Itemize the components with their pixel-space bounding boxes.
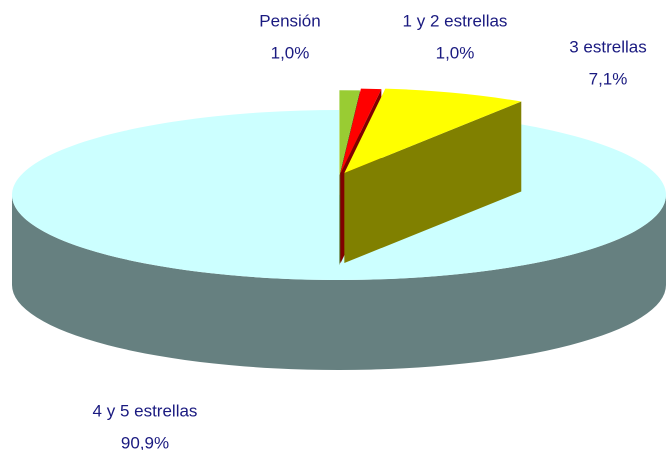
slice [344,88,522,174]
slice-value-label: 1,0% [436,43,475,62]
slice-side [344,101,522,264]
slice-label: Pensión [259,11,320,30]
slice-value-label: 90,9% [121,433,169,450]
slice-label: 4 y 5 estrellas [93,401,198,420]
slice-side [12,195,666,370]
slice [340,88,382,174]
slice-value-label: 1,0% [271,43,310,62]
slice [339,90,360,176]
slice-value-label: 7,1% [589,69,628,88]
slice-label: 3 estrellas [569,37,646,56]
slice-label: 1 y 2 estrellas [403,11,508,30]
slice [12,110,666,280]
